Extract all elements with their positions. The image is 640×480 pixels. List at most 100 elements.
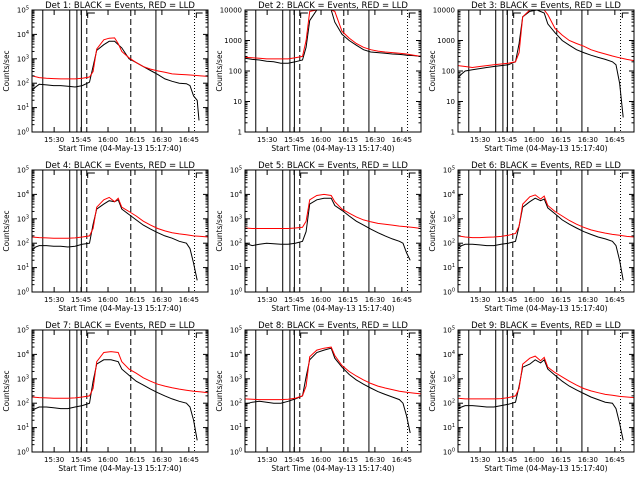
y-tick-label: 103 [17, 214, 29, 223]
x-axis-label: Start Time (04-May-13 15:17:40) [484, 144, 607, 153]
x-tick-label: 16:15 [125, 456, 145, 464]
y-tick-label: 103 [17, 54, 29, 63]
plot-frame [31, 9, 209, 133]
y-tick-label: 10000 [433, 7, 455, 15]
series-line-events [458, 358, 624, 441]
y-tick-label: 100 [17, 288, 29, 297]
y-tick-label: 101 [230, 423, 242, 432]
x-tick-label: 16:30 [152, 296, 172, 304]
y-tick-label: 102 [443, 399, 455, 408]
x-tick-label: 16:45 [605, 296, 625, 304]
marker-bracket [408, 12, 416, 18]
y-tick-label: 104 [17, 350, 29, 359]
plot-frame [244, 329, 422, 453]
series-line-lld [458, 194, 634, 239]
y-axis-label: Counts/sec [215, 370, 224, 411]
chart-title: Det 9: BLACK = Events, RED = LLD [471, 321, 621, 331]
x-tick-label: 16:15 [125, 136, 145, 144]
y-tick-label: 105 [443, 326, 455, 335]
x-axis-label: Start Time (04-May-13 15:17:40) [484, 464, 607, 473]
marker-bracket [195, 12, 203, 18]
series-line-events [245, 197, 411, 261]
marker-bracket [87, 12, 95, 18]
chart-title: Det 2: BLACK = Events, RED = LLD [258, 1, 408, 11]
y-tick-label: 100 [229, 68, 242, 76]
y-tick-label: 10 [446, 98, 455, 106]
x-tick-label: 16:15 [551, 296, 571, 304]
chart-title: Det 6: BLACK = Events, RED = LLD [471, 161, 621, 171]
chart-panel-det8: 100 101 102 103 104 105 15:30 15:45 16:00 16:15 16… [215, 321, 422, 473]
chart-title: Det 7: BLACK = Events, RED = LLD [45, 321, 195, 331]
y-tick-label: 103 [230, 214, 242, 223]
y-axis-label: Counts/sec [2, 210, 11, 251]
x-tick-label: 16:45 [605, 456, 625, 464]
chart-panel-det9: 100 101 102 103 104 105 15:30 15:45 16:00 16:15 16… [428, 321, 635, 473]
x-tick-label: 16:15 [338, 456, 358, 464]
marker-bracket [621, 12, 629, 18]
y-tick-label: 102 [17, 79, 29, 88]
y-tick-label: 103 [443, 214, 455, 223]
x-tick-label: 16:15 [551, 136, 571, 144]
x-tick-label: 16:30 [578, 296, 598, 304]
marker-bracket [408, 172, 416, 178]
y-tick-label: 103 [443, 374, 455, 383]
x-tick-label: 16:45 [392, 136, 412, 144]
chart-panel-det7: 100 101 102 103 104 105 15:30 15:45 16:00 16:15 16… [2, 321, 209, 473]
x-tick-label: 16:00 [98, 296, 118, 304]
x-tick-label: 16:30 [152, 456, 172, 464]
chart-title: Det 4: BLACK = Events, RED = LLD [45, 161, 195, 171]
x-tick-label: 16:45 [179, 296, 199, 304]
chart-title: Det 1: BLACK = Events, RED = LLD [45, 1, 195, 11]
x-tick-label: 16:30 [578, 136, 598, 144]
series-line-lld [32, 351, 208, 399]
marker-bracket [195, 332, 203, 338]
series-line-events [458, 10, 624, 118]
chart-panel-det4: 100 101 102 103 104 105 15:30 15:45 16:00 16:15 16… [2, 161, 209, 313]
x-tick-label: 15:45 [497, 136, 517, 144]
x-tick-label: 15:30 [257, 136, 277, 144]
y-tick-label: 104 [443, 350, 455, 359]
x-tick-label: 16:00 [311, 136, 331, 144]
series-line-events [245, 10, 421, 64]
marker-bracket [408, 332, 416, 338]
y-tick-label: 105 [17, 6, 29, 15]
series-line-lld [32, 37, 208, 80]
x-tick-label: 15:45 [71, 296, 91, 304]
y-tick-label: 104 [17, 30, 29, 39]
x-axis-label: Start Time (04-May-13 15:17:40) [271, 464, 394, 473]
x-tick-label: 16:15 [338, 136, 358, 144]
x-tick-label: 16:00 [311, 456, 331, 464]
y-tick-label: 104 [230, 190, 242, 199]
y-axis-label: Counts/sec [215, 210, 224, 251]
x-tick-label: 16:30 [578, 456, 598, 464]
y-tick-label: 100 [230, 288, 242, 297]
series-line-events [245, 347, 411, 434]
x-tick-label: 16:30 [365, 296, 385, 304]
x-axis-label: Start Time (04-May-13 15:17:40) [271, 144, 394, 153]
y-tick-label: 105 [17, 166, 29, 175]
x-tick-label: 15:45 [497, 456, 517, 464]
x-tick-label: 15:45 [284, 296, 304, 304]
x-tick-label: 16:15 [551, 456, 571, 464]
y-tick-label: 102 [230, 399, 242, 408]
x-axis-label: Start Time (04-May-13 15:17:40) [58, 144, 181, 153]
x-tick-label: 16:30 [152, 136, 172, 144]
y-tick-label: 105 [230, 326, 242, 335]
y-tick-label: 101 [230, 263, 242, 272]
x-tick-label: 16:45 [179, 136, 199, 144]
marker-bracket [513, 332, 521, 338]
chart-panel-det2: 1 10 100 1000 10000 15:30 15:45 16:00 16:15 16:30… [215, 1, 422, 153]
marker-bracket [300, 172, 308, 178]
y-tick-label: 10 [233, 98, 242, 106]
y-axis-label: Counts/sec [428, 50, 437, 91]
plot-frame [457, 329, 635, 453]
y-tick-label: 102 [17, 239, 29, 248]
x-tick-label: 16:15 [338, 296, 358, 304]
plot-frame [31, 329, 209, 453]
chart-title: Det 8: BLACK = Events, RED = LLD [258, 321, 408, 331]
series-line-events [32, 40, 200, 121]
x-axis-label: Start Time (04-May-13 15:17:40) [484, 304, 607, 313]
marker-bracket [621, 172, 629, 178]
plot-frame [31, 169, 209, 293]
y-tick-label: 1000 [224, 37, 242, 45]
